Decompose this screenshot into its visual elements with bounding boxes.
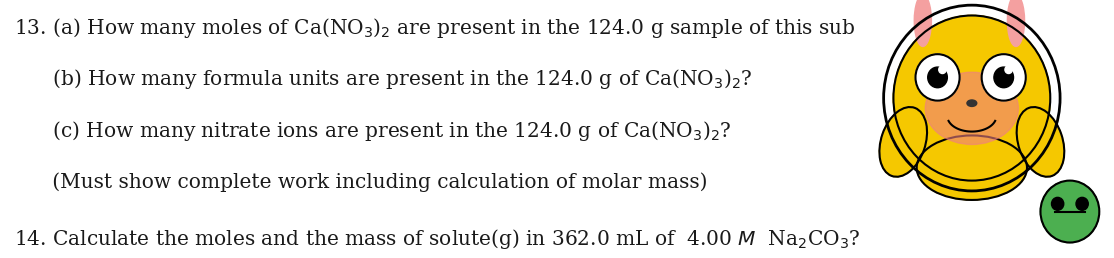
- Circle shape: [1005, 66, 1013, 74]
- Text: (c) How many nitrate ions are present in the 124.0 g of Ca(NO$_3$)$_2$?: (c) How many nitrate ions are present in…: [14, 119, 732, 143]
- Circle shape: [981, 54, 1026, 101]
- Ellipse shape: [1017, 107, 1064, 177]
- Text: 13. (a) How many moles of Ca(NO$_3$)$_2$ are present in the 124.0 g sample of th: 13. (a) How many moles of Ca(NO$_3$)$_2$…: [14, 15, 857, 39]
- Ellipse shape: [915, 0, 931, 46]
- Circle shape: [883, 5, 1061, 191]
- Circle shape: [1052, 197, 1064, 210]
- Ellipse shape: [1007, 0, 1025, 46]
- Ellipse shape: [917, 135, 1027, 200]
- Circle shape: [893, 15, 1051, 181]
- Circle shape: [939, 66, 946, 74]
- Circle shape: [928, 67, 947, 88]
- Text: 14. Calculate the moles and the mass of solute(g) in 362.0 mL of  4.00 $\mathit{: 14. Calculate the moles and the mass of …: [14, 227, 861, 251]
- Ellipse shape: [879, 107, 927, 177]
- Ellipse shape: [926, 72, 1018, 144]
- Ellipse shape: [1000, 0, 1032, 57]
- Circle shape: [1040, 181, 1100, 243]
- Circle shape: [916, 54, 959, 101]
- Ellipse shape: [907, 0, 939, 57]
- Circle shape: [1076, 197, 1088, 210]
- Ellipse shape: [967, 100, 977, 107]
- Text: (Must show complete work including calculation of molar mass): (Must show complete work including calcu…: [14, 173, 709, 192]
- Text: (b) How many formula units are present in the 124.0 g of Ca(NO$_3$)$_2$?: (b) How many formula units are present i…: [14, 67, 753, 91]
- Circle shape: [994, 67, 1014, 88]
- Circle shape: [893, 15, 1051, 181]
